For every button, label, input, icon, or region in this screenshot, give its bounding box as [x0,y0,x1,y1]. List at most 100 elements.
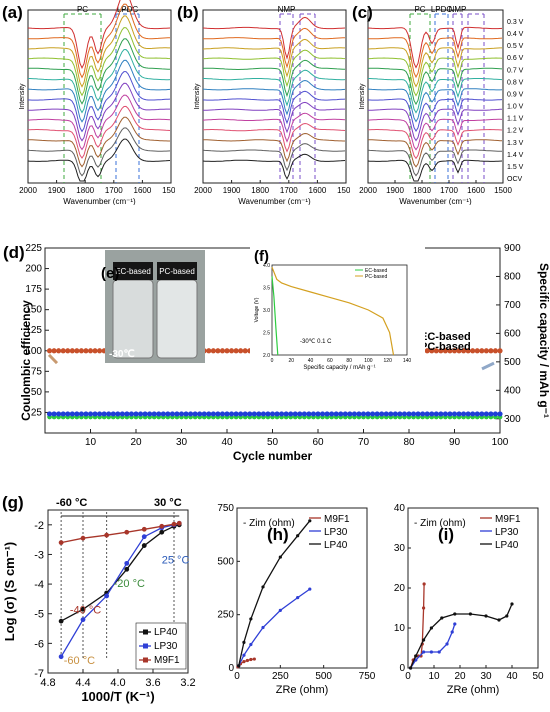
panel-label: (h) [267,525,289,544]
x-tick-label: 10 [85,437,97,448]
capacity-marker-pc [319,411,326,417]
point-M9F1 [80,535,86,541]
band-label: LPDC [117,5,139,14]
capacity-marker-pc [92,411,98,417]
x-axis-label: Wavenumber (cm⁻¹) [63,197,136,205]
capacity-marker-pc [197,411,203,417]
band-label: LPDC [431,5,453,14]
ce-marker-ec [97,348,103,354]
inset-bg [250,245,425,375]
spectrum-line [202,16,346,60]
cap-right [157,262,197,280]
y-axis-label: Coulombic efficiency [19,300,33,421]
capacity-marker-pc [124,411,130,417]
capacity-marker-pc [406,411,412,417]
x-tick-label: 2000 [19,186,37,195]
capacity-marker-pc [269,411,276,417]
capacity-marker-pc [97,411,103,417]
x-tick-label: 80 [403,437,415,448]
point-LP30 [308,587,312,591]
ce-marker-ec [456,348,462,354]
y-axis-label: - Zim (ohm) [243,518,295,529]
spectrum-line [368,108,503,142]
x-tick-label: 0 [234,671,240,682]
x-tick-label: 1900 [48,186,66,195]
point-M9F1 [141,526,147,532]
ftir-panel-c: PC LPDC NMP 2000 1900 1800 1700 1600 1500 Wavenum… [350,0,550,206]
spectrum-line [27,94,171,151]
plot-frame [202,9,347,184]
ce-marker-ec [51,348,57,354]
point-LP40 [505,614,509,618]
voltage-label: 1.1 V [507,116,524,123]
x-tick-label: 2000 [194,186,212,195]
x-axis-label: ZRe (ohm) [276,684,329,696]
capacity-marker-pc [260,411,266,417]
inset-y-tick: 2.5 [263,331,270,337]
band-label: PC [414,5,425,14]
ce-marker-ec [215,348,221,354]
point-LP40 [510,602,514,606]
conductivity-panel-g: 4.8 4.4 4.0 3.6 3.2 -7 -6 -5 -4 -3 -2 1000/T (K⁻¹) L… [0,470,205,707]
spectrum-line [202,27,346,69]
y-tick-label: 25 [31,407,43,418]
point-LP30 [429,650,433,654]
ce-marker-ec [228,348,235,354]
x-tick-label: 1600 [309,186,327,195]
point-M9F1 [171,521,177,527]
y-tick-label: 30 [394,543,406,554]
legend-label: M9F1 [495,514,521,525]
spectrum-line [367,98,503,132]
point-LP40 [422,638,426,642]
point-LP30 [104,593,110,599]
y-axis-label: - Zim (ohm) [414,518,466,529]
legend-marker [143,657,148,663]
x-tick-label: 60 [312,437,324,448]
legend-marker [143,629,148,635]
y-tick-label: 0 [399,663,405,674]
inset-title: -30℃ 0.1 C [300,339,332,345]
photo-tag-pc: PC-based [159,267,195,276]
ce-marker-ec [65,348,71,354]
y-tick-label: -3 [34,549,44,561]
point-LP40 [308,519,312,523]
voltage-label: 1.2 V [507,128,524,135]
vial-left [112,279,154,359]
spectrum-line [367,67,503,106]
x-tick-label: 250 [272,671,289,682]
y2-tick-label: 700 [504,300,521,311]
capacity-marker-pc [147,411,153,417]
ce-marker-ec [497,348,503,354]
inset-y-tick: 4.0 [263,263,270,269]
spectrum-line [367,149,502,177]
capacity-marker-pc [433,411,439,417]
y-axis-label: Intensity [194,83,201,110]
y2-tick-label: 500 [504,357,521,368]
legend-label: LP40 [324,540,348,551]
ce-marker-ec [488,348,494,354]
spectrum-line [28,116,170,168]
point-M9F1 [104,532,110,538]
voltage-label: 1.0 V [507,104,524,111]
capacity-marker-pc [101,411,107,417]
point-LP40 [429,626,433,630]
capacity-marker-pc [379,411,385,417]
capacity-marker-pc [338,411,344,417]
x-tick-label: 1800 [413,186,431,195]
capacity-marker-pc [365,411,371,417]
y-tick-label: 225 [25,243,42,254]
x-tick-label: 1700 [440,186,458,195]
ce-marker-ec [78,348,84,354]
capacity-marker-pc [310,411,317,417]
plot-frame [236,507,368,669]
x-tick-label: 30 [480,671,492,682]
ce-marker-ec [69,348,75,354]
ce-marker-ec [451,348,458,354]
x-tick-label: 1500 [494,186,512,195]
capacity-marker-pc [188,411,194,417]
point-LP40 [440,616,444,620]
y-tick-label: -5 [34,609,44,621]
band-label: NMP [449,5,467,14]
point-LP30 [261,625,265,630]
